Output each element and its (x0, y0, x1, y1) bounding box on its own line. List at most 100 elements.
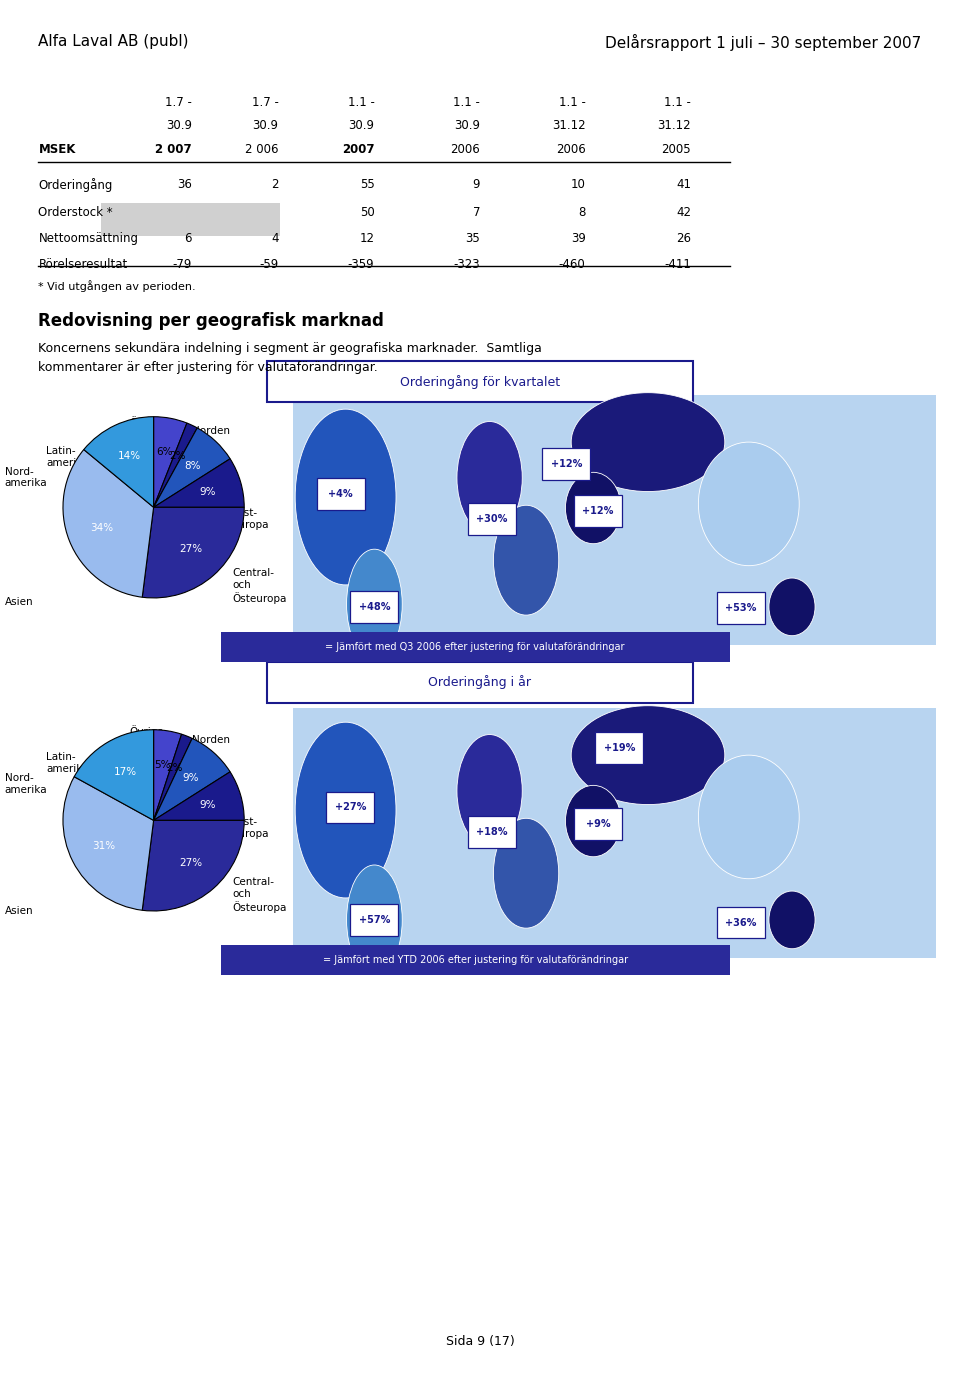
Text: Orderingång: Orderingång (38, 178, 112, 192)
Text: = Jämfört med Q3 2006 efter justering för valutaförändringar: = Jämfört med Q3 2006 efter justering fö… (325, 641, 625, 652)
Text: kommentarer är efter justering för valutaförändringar.: kommentarer är efter justering för valut… (38, 361, 378, 373)
Text: 14%: 14% (118, 452, 141, 461)
Bar (293, 395, 936, 645)
Bar (221, 632, 730, 662)
Text: 26: 26 (676, 232, 691, 244)
Ellipse shape (571, 706, 725, 805)
FancyBboxPatch shape (350, 903, 398, 936)
FancyBboxPatch shape (350, 590, 398, 622)
Ellipse shape (347, 549, 402, 659)
Wedge shape (63, 449, 154, 597)
Text: 27%: 27% (180, 545, 203, 555)
Text: 8: 8 (578, 206, 586, 218)
Text: -79: -79 (173, 258, 192, 270)
Text: 8%: 8% (183, 461, 201, 471)
Text: 2005: 2005 (661, 143, 691, 155)
Text: Nord-
amerika: Nord- amerika (5, 773, 47, 795)
FancyBboxPatch shape (574, 494, 622, 526)
Bar (293, 708, 936, 958)
Wedge shape (154, 735, 192, 821)
Text: 17%: 17% (113, 768, 136, 777)
Ellipse shape (769, 891, 815, 949)
Text: 36: 36 (178, 178, 192, 191)
Ellipse shape (699, 442, 799, 566)
Wedge shape (142, 507, 244, 597)
Text: Övriga: Övriga (130, 725, 164, 737)
Text: * Vid utgången av perioden.: * Vid utgången av perioden. (38, 280, 196, 292)
Text: = Jämfört med YTD 2006 efter justering för valutaförändringar: = Jämfört med YTD 2006 efter justering f… (323, 954, 628, 965)
Ellipse shape (296, 722, 396, 898)
Text: 7: 7 (472, 206, 480, 218)
FancyBboxPatch shape (542, 448, 590, 479)
Text: -359: -359 (348, 258, 374, 270)
Wedge shape (154, 772, 244, 821)
Text: 30.9: 30.9 (166, 119, 192, 132)
Text: Orderstock *: Orderstock * (38, 206, 113, 218)
Text: +18%: +18% (476, 827, 507, 838)
Text: 50: 50 (360, 206, 374, 218)
Ellipse shape (565, 785, 621, 857)
FancyBboxPatch shape (317, 478, 365, 509)
Text: Norden: Norden (192, 426, 230, 435)
Text: 41: 41 (676, 178, 691, 191)
Text: Alfa Laval AB (publ): Alfa Laval AB (publ) (38, 34, 189, 49)
Text: +36%: +36% (726, 917, 756, 928)
Ellipse shape (769, 578, 815, 636)
Text: Redovisning per geografisk marknad: Redovisning per geografisk marknad (38, 312, 384, 330)
FancyBboxPatch shape (468, 503, 516, 534)
Ellipse shape (457, 735, 522, 847)
Ellipse shape (565, 472, 621, 544)
Wedge shape (154, 417, 187, 507)
Text: Orderingång för kvartalet: Orderingång för kvartalet (400, 375, 560, 389)
Text: 31.12: 31.12 (552, 119, 586, 132)
Text: +12%: +12% (551, 459, 582, 470)
Text: 30.9: 30.9 (454, 119, 480, 132)
Wedge shape (63, 777, 154, 910)
Text: Väst-
europa: Väst- europa (232, 817, 269, 839)
Wedge shape (154, 739, 230, 821)
Text: 6: 6 (184, 232, 192, 244)
Ellipse shape (493, 505, 559, 615)
Ellipse shape (296, 409, 396, 585)
Text: 2 006: 2 006 (245, 143, 278, 155)
FancyBboxPatch shape (595, 733, 643, 763)
Text: Orderingång i år: Orderingång i år (428, 676, 532, 689)
Text: -460: -460 (559, 258, 586, 270)
Text: 9%: 9% (200, 799, 216, 810)
Text: 2%: 2% (169, 452, 186, 461)
Wedge shape (154, 428, 230, 507)
Bar (187, 203, 280, 236)
Text: +12%: +12% (583, 505, 613, 516)
Text: MSEK: MSEK (38, 143, 76, 155)
Text: 2: 2 (271, 178, 278, 191)
Text: Övriga: Övriga (130, 416, 164, 428)
Text: 12: 12 (359, 232, 374, 244)
Text: -59: -59 (259, 258, 278, 270)
Ellipse shape (699, 755, 799, 879)
Text: 55: 55 (360, 178, 374, 191)
Text: -323: -323 (453, 258, 480, 270)
Text: 4: 4 (271, 232, 278, 244)
Text: -411: -411 (664, 258, 691, 270)
Text: 42: 42 (676, 206, 691, 218)
FancyBboxPatch shape (574, 807, 622, 839)
Wedge shape (142, 821, 244, 910)
Text: Asien: Asien (5, 597, 34, 607)
Ellipse shape (571, 393, 725, 492)
Ellipse shape (347, 865, 402, 975)
FancyBboxPatch shape (717, 906, 765, 939)
Text: Nettoomsättning: Nettoomsättning (38, 232, 138, 244)
Text: Sida 9 (17): Sida 9 (17) (445, 1336, 515, 1348)
Text: Asien: Asien (5, 906, 34, 916)
Text: Delårsrapport 1 juli – 30 september 2007: Delårsrapport 1 juli – 30 september 2007 (606, 34, 922, 51)
Wedge shape (84, 417, 154, 507)
Text: 2%: 2% (166, 763, 182, 773)
Text: Central-
och
Östeuropa: Central- och Östeuropa (232, 568, 287, 604)
Text: Norden: Norden (192, 735, 230, 744)
FancyBboxPatch shape (717, 592, 765, 623)
FancyBboxPatch shape (267, 361, 693, 402)
Text: 5%: 5% (155, 759, 171, 770)
Text: 9%: 9% (200, 486, 216, 497)
Text: 10: 10 (571, 178, 586, 191)
Text: Latin-
amerika: Latin- amerika (46, 752, 88, 774)
